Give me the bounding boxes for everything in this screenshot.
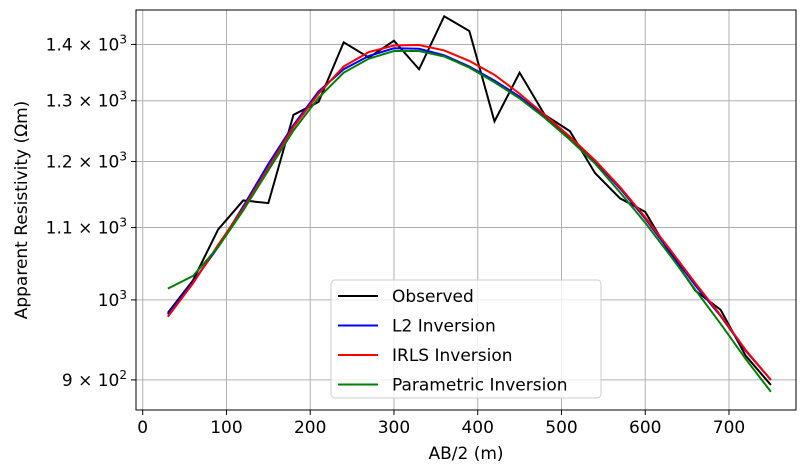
legend-label-parametric-inversion: Parametric Inversion <box>392 376 568 396</box>
x-tick-label: 700 <box>713 418 745 438</box>
y-tick-exponent: 3 <box>119 89 127 103</box>
legend-label-irls-inversion: IRLS Inversion <box>392 346 513 366</box>
legend-label-observed: Observed <box>392 287 474 307</box>
x-tick-label: 300 <box>378 418 410 438</box>
y-tick-label: 9 × 102 <box>62 368 127 391</box>
legend-box <box>330 279 602 399</box>
y-tick-label: 103 <box>98 288 127 311</box>
y-tick-exponent: 3 <box>119 149 127 163</box>
y-tick-base: 1.3 × 10 <box>46 92 120 112</box>
y-tick-base: 1.4 × 10 <box>46 35 120 55</box>
y-axis-label: Apparent Resistivity (Ωm) <box>12 101 32 320</box>
y-tick-label: 1.4 × 103 <box>46 32 127 55</box>
y-tick-exponent: 3 <box>119 216 127 230</box>
x-tick-label: 600 <box>629 418 661 438</box>
x-tick-label: 200 <box>294 418 326 438</box>
legend: Observed L2 Inversion IRLS Inversion Parame… <box>330 279 602 399</box>
plot-frame <box>135 9 797 411</box>
x-tick-label: 100 <box>210 418 242 438</box>
y-tick-base: 1.1 × 10 <box>46 219 120 239</box>
x-axis: 0 100 200 300 400 500 600 700 <box>137 410 745 438</box>
x-tick-label: 500 <box>545 418 577 438</box>
series-lines <box>167 14 772 393</box>
y-tick-exponent: 2 <box>119 368 127 382</box>
y-tick-label: 1.1 × 103 <box>46 216 127 239</box>
y-tick-base: 10 <box>98 291 120 311</box>
y-tick-label: 1.2 × 103 <box>46 149 127 172</box>
legend-label-l2-inversion: L2 Inversion <box>392 317 496 337</box>
x-axis-label: AB/2 (m) <box>428 444 503 464</box>
x-tick-label: 400 <box>461 418 493 438</box>
grid <box>136 10 796 410</box>
y-tick-base: 9 × 10 <box>62 371 120 391</box>
y-tick-exponent: 3 <box>119 32 127 46</box>
y-tick-base: 1.2 × 10 <box>46 152 120 172</box>
x-tick-label: 0 <box>137 418 148 438</box>
y-tick-label: 1.3 × 103 <box>46 89 127 112</box>
y-tick-exponent: 3 <box>119 288 127 302</box>
